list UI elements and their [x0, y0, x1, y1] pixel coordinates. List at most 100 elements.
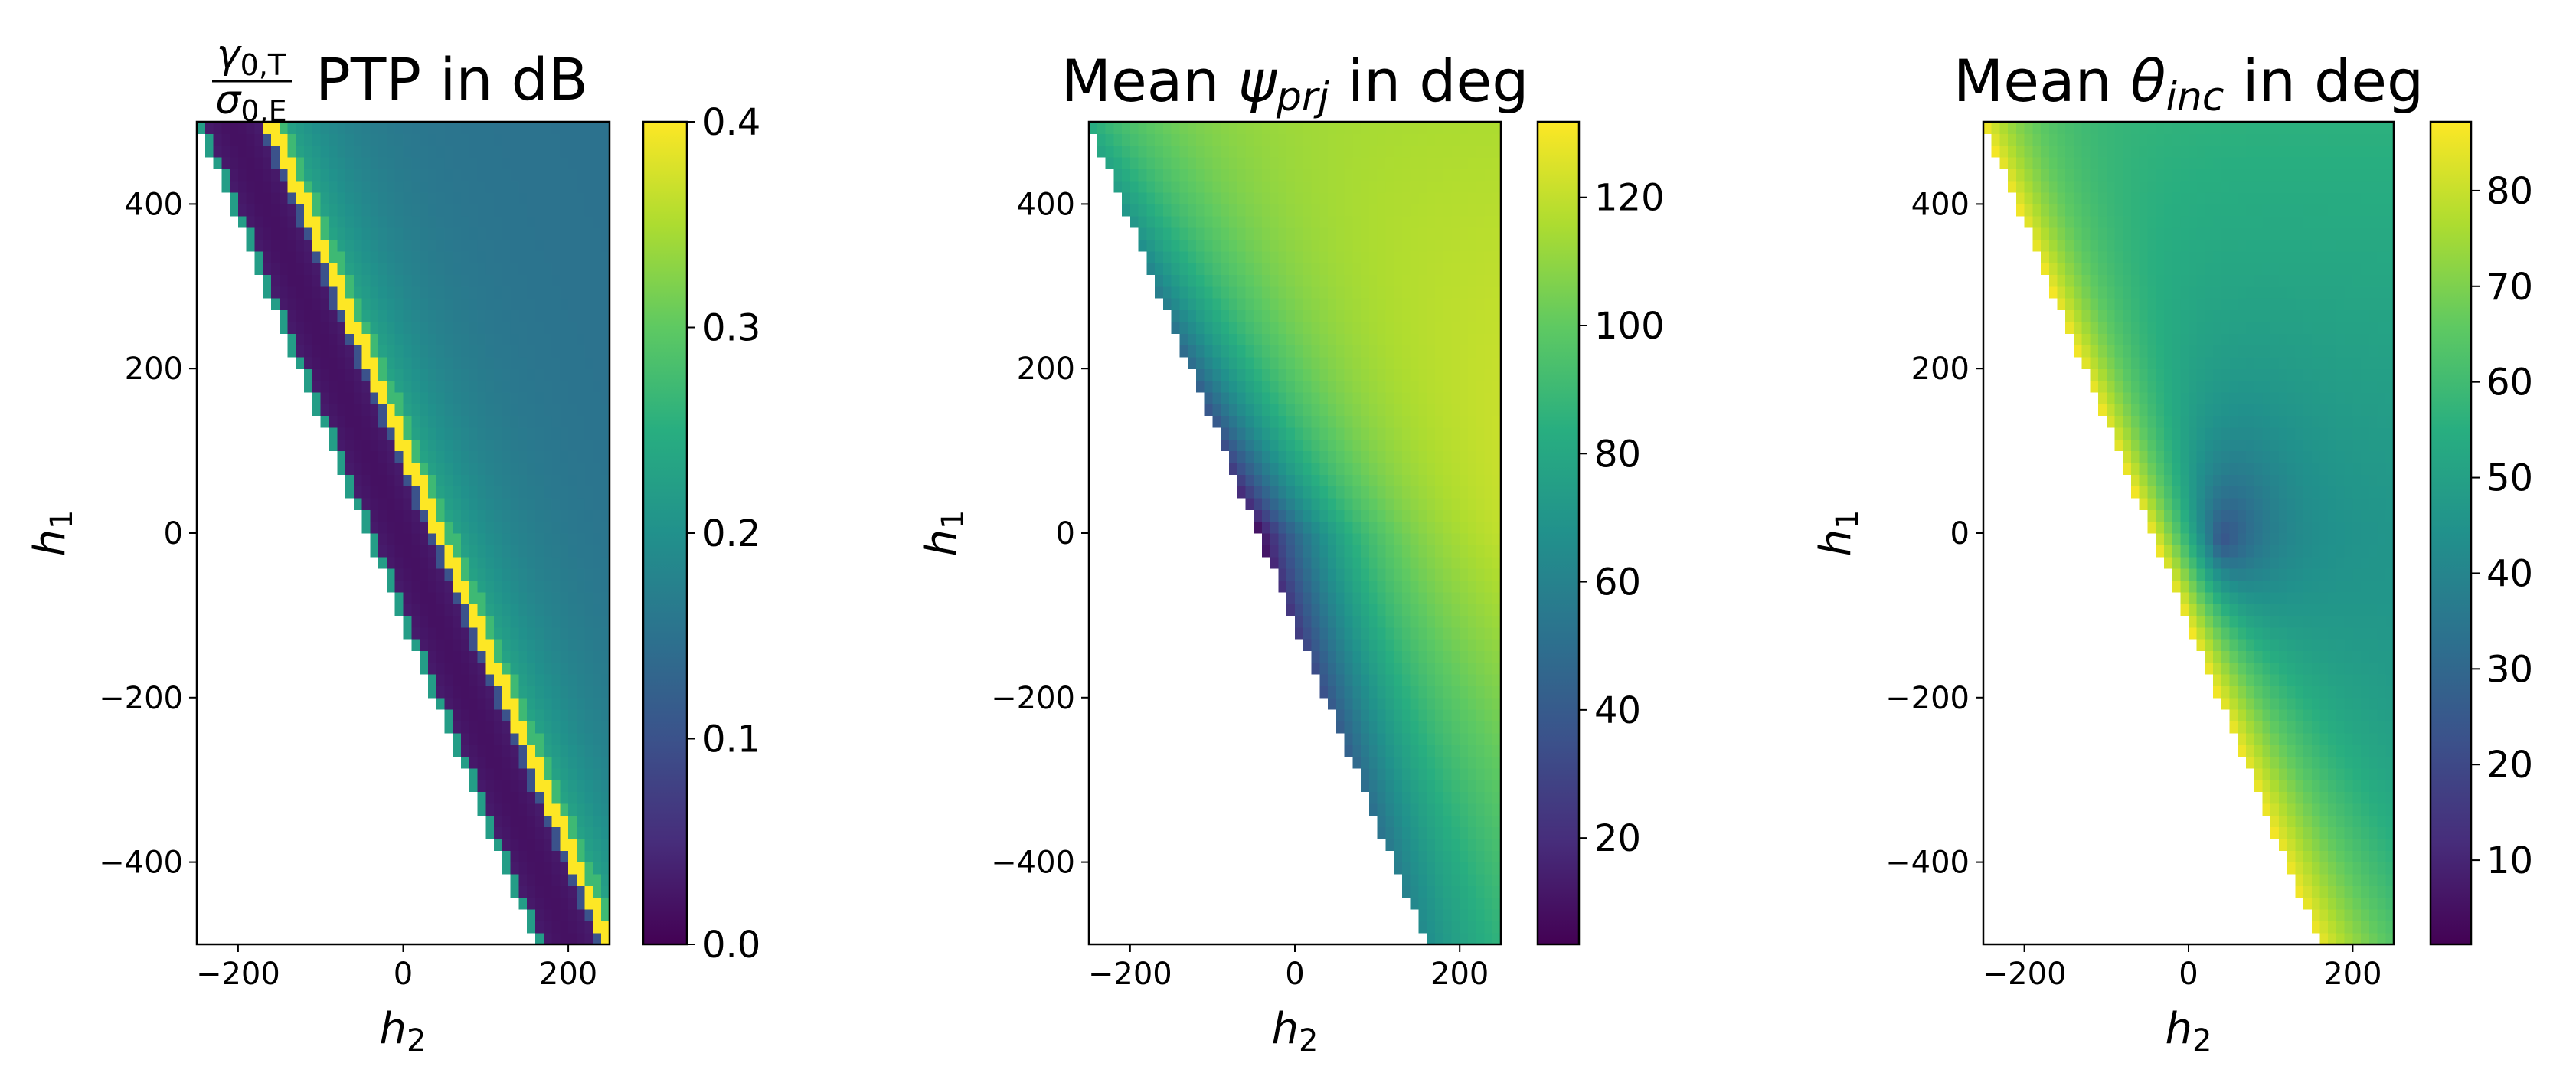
- heatmap-cell: [593, 873, 602, 886]
- heatmap-cell: [345, 192, 355, 204]
- heatmap-cell: [1401, 591, 1411, 604]
- heatmap-cell: [1368, 380, 1378, 393]
- heatmap-cell: [394, 439, 404, 452]
- heatmap-cell: [1377, 298, 1386, 311]
- heatmap-cell: [1162, 180, 1172, 193]
- heatmap-cell: [2344, 521, 2353, 534]
- heatmap-cell: [2385, 639, 2395, 652]
- heatmap-cell: [2246, 615, 2255, 628]
- heatmap-cell: [2278, 744, 2288, 757]
- heatmap-cell: [411, 404, 420, 417]
- heatmap-cell: [1385, 639, 1394, 652]
- heatmap-cell: [436, 145, 445, 158]
- heatmap-cell: [2361, 639, 2370, 652]
- heatmap-cell: [345, 404, 355, 417]
- heatmap-cell: [576, 604, 586, 616]
- heatmap-cell: [254, 215, 263, 228]
- heatmap-cell: [527, 439, 536, 452]
- heatmap-cell: [1385, 192, 1394, 204]
- heatmap-cell: [543, 521, 553, 534]
- heatmap-cell: [2311, 767, 2321, 780]
- heatmap-cell: [502, 439, 512, 452]
- heatmap-cell: [420, 545, 429, 558]
- heatmap-cell: [1484, 744, 1493, 757]
- heatmap-cell: [1460, 309, 1469, 322]
- heatmap-cell: [543, 604, 553, 616]
- heatmap-cell: [1303, 145, 1313, 158]
- heatmap-cell: [2221, 568, 2231, 581]
- panel-3-title: Mean θinc in deg: [1953, 47, 2424, 120]
- heatmap-cell: [329, 180, 338, 193]
- heatmap-cell: [1328, 250, 1337, 263]
- heatmap-cell: [1401, 404, 1411, 417]
- heatmap-cell: [1460, 356, 1469, 369]
- heatmap-cell: [1311, 286, 1320, 299]
- heatmap-cell: [1460, 298, 1469, 311]
- heatmap-cell: [1237, 192, 1247, 204]
- heatmap-cell: [1484, 497, 1493, 510]
- heatmap-cell: [1171, 239, 1180, 252]
- heatmap-cell: [444, 133, 453, 146]
- heatmap-cell: [370, 391, 379, 404]
- heatmap-cell: [1295, 486, 1304, 499]
- heatmap-cell: [296, 215, 305, 228]
- heatmap-cell: [1171, 157, 1180, 169]
- heatmap-cell: [1368, 415, 1378, 428]
- heatmap-cell: [2238, 685, 2247, 699]
- heatmap-cell: [1286, 427, 1296, 440]
- heatmap-cell: [312, 157, 322, 169]
- heatmap-cell: [444, 321, 453, 334]
- heatmap-cell: [403, 333, 412, 346]
- heatmap-cell: [1434, 627, 1444, 640]
- heatmap-cell: [1245, 486, 1254, 499]
- heatmap-cell: [2287, 615, 2296, 628]
- heatmap-cell: [1195, 333, 1205, 346]
- heatmap-cell: [370, 309, 379, 322]
- heatmap-cell: [1418, 873, 1427, 886]
- heatmap-cell: [1212, 239, 1221, 252]
- heatmap-cell: [469, 157, 479, 169]
- heatmap-cell: [1295, 580, 1304, 593]
- heatmap-cell: [2238, 639, 2247, 652]
- heatmap-cell: [337, 415, 346, 428]
- heatmap-cell: [510, 415, 520, 428]
- heatmap-cell: [345, 274, 355, 287]
- heatmap-cell: [345, 391, 355, 404]
- heatmap-cell: [1434, 674, 1444, 687]
- heatmap-cell: [2361, 815, 2370, 828]
- heatmap-cell: [1484, 873, 1493, 886]
- heatmap-cell: [1129, 145, 1139, 158]
- heatmap-cell: [1303, 157, 1313, 169]
- heatmap-cell: [287, 122, 296, 134]
- heatmap-cell: [1368, 780, 1378, 793]
- heatmap-cell: [436, 239, 445, 252]
- heatmap-cell: [1195, 250, 1205, 263]
- heatmap-cell: [2336, 873, 2346, 886]
- heatmap-cell: [469, 274, 479, 287]
- heatmap-cell: [485, 427, 495, 440]
- heatmap-cell: [230, 133, 239, 146]
- heatmap-cell: [1162, 169, 1172, 182]
- heatmap-cell: [1146, 250, 1156, 263]
- heatmap-cell: [593, 404, 602, 417]
- heatmap-cell: [1221, 356, 1230, 369]
- heatmap-cell: [460, 545, 470, 558]
- heatmap-cell: [1162, 215, 1172, 228]
- heatmap-cell: [444, 439, 453, 452]
- heatmap-cell: [1476, 486, 1486, 499]
- heatmap-cell: [1394, 744, 1403, 757]
- heatmap-cell: [1401, 274, 1411, 287]
- heatmap-cell: [1204, 263, 1213, 276]
- heatmap-cell: [1460, 639, 1469, 652]
- heatmap-cell: [1394, 497, 1403, 510]
- heatmap-cell: [1401, 721, 1411, 734]
- heatmap-cell: [584, 180, 594, 193]
- heatmap-cell: [2352, 604, 2362, 616]
- heatmap-cell: [534, 744, 544, 757]
- heatmap-cell: [1443, 568, 1453, 581]
- heatmap-cell: [2311, 674, 2321, 687]
- heatmap-cell: [1155, 239, 1164, 252]
- heatmap-cell: [1418, 627, 1427, 640]
- heatmap-cell: [1427, 380, 1436, 393]
- heatmap-cell: [1401, 169, 1411, 182]
